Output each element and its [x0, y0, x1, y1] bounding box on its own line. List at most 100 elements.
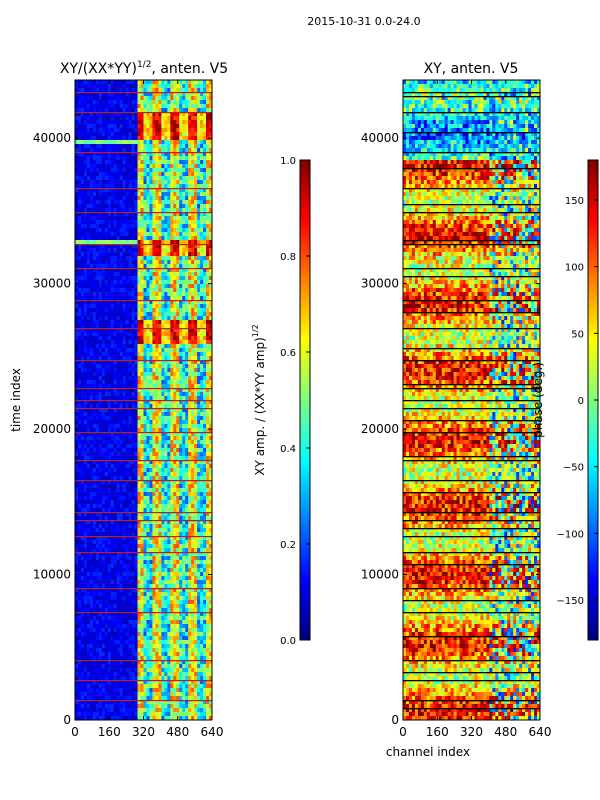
- amplitude-cell: [173, 408, 177, 413]
- amplitude-cell: [101, 412, 106, 417]
- amplitude-cell: [122, 108, 127, 113]
- amplitude-cell: [86, 440, 91, 445]
- amplitude-cell: [197, 120, 201, 125]
- amplitude-cell: [209, 140, 212, 145]
- amplitude-cell: [80, 308, 85, 313]
- amplitude-cell: [122, 120, 127, 125]
- amplitude-cell: [170, 444, 174, 449]
- amplitude-cell: [170, 104, 174, 109]
- amplitude-cell: [167, 404, 171, 409]
- amplitude-cell: [77, 172, 82, 177]
- amplitude-cell: [137, 348, 141, 353]
- amplitude-cell: [155, 144, 159, 149]
- amplitude-cell: [182, 432, 186, 437]
- amplitude-cell: [122, 208, 127, 213]
- amplitude-cell: [89, 236, 94, 241]
- amplitude-cell: [137, 360, 141, 365]
- amplitude-cell: [107, 368, 112, 373]
- amplitude-cell: [158, 232, 162, 237]
- amplitude-cell: [179, 436, 183, 441]
- amplitude-cell: [179, 284, 183, 289]
- amplitude-cell: [131, 360, 135, 365]
- amplitude-cell: [110, 412, 115, 417]
- amplitude-cell: [185, 392, 189, 397]
- amplitude-cell: [209, 488, 212, 493]
- amplitude-cell: [116, 100, 121, 105]
- amplitude-cell: [167, 224, 171, 229]
- amplitude-cell: [173, 352, 177, 357]
- amplitude-cell: [161, 500, 165, 505]
- amplitude-cell: [203, 484, 207, 489]
- amplitude-cell: [134, 316, 138, 321]
- amplitude-cell: [131, 116, 135, 121]
- amplitude-cell: [83, 192, 88, 197]
- amplitude-cell: [113, 256, 118, 261]
- amplitude-cell: [86, 356, 91, 361]
- amplitude-cell: [191, 232, 195, 237]
- amplitude-cell: [89, 260, 94, 265]
- amplitude-cell: [203, 164, 207, 169]
- amplitude-cell: [203, 380, 207, 385]
- amplitude-cell: [179, 352, 183, 357]
- amplitude-cell: [170, 140, 174, 145]
- amplitude-cell: [128, 148, 132, 153]
- amplitude-cell: [89, 172, 94, 177]
- amplitude-cell: [104, 332, 109, 337]
- amplitude-cell: [197, 144, 201, 149]
- amplitude-cell: [101, 336, 106, 341]
- amplitude-cell: [164, 300, 168, 305]
- amplitude-cell: [101, 248, 106, 253]
- amplitude-cell: [107, 416, 112, 421]
- amplitude-cell: [146, 244, 150, 249]
- amplitude-cell: [200, 420, 204, 425]
- amplitude-cell: [110, 384, 115, 389]
- amplitude-cell: [110, 228, 115, 233]
- amplitude-cell: [146, 348, 150, 353]
- amplitude-cell: [155, 284, 159, 289]
- amplitude-cell: [92, 356, 97, 361]
- amplitude-cell: [113, 112, 118, 117]
- amplitude-cell: [179, 452, 183, 457]
- amplitude-cell: [200, 404, 204, 409]
- amplitude-cell: [137, 340, 141, 345]
- amplitude-cell: [179, 84, 183, 89]
- amplitude-cell: [110, 272, 115, 277]
- amplitude-cell: [209, 300, 212, 305]
- amplitude-cell: [140, 472, 144, 477]
- amplitude-cell: [158, 128, 162, 133]
- amplitude-cell: [101, 272, 106, 277]
- amplitude-cell: [164, 380, 168, 385]
- amplitude-cell: [152, 132, 156, 137]
- amplitude-cell: [143, 340, 147, 345]
- amplitude-cell: [80, 320, 85, 325]
- amplitude-cell: [182, 216, 186, 221]
- amplitude-cell: [155, 280, 159, 285]
- amplitude-cell: [75, 192, 79, 197]
- amplitude-cell: [110, 88, 115, 93]
- amplitude-cell: [188, 364, 192, 369]
- amplitude-cell: [140, 420, 144, 425]
- amplitude-cell: [203, 80, 207, 85]
- amplitude-cell: [209, 372, 212, 377]
- amplitude-cell: [173, 200, 177, 205]
- amplitude-cell: [137, 304, 141, 309]
- amplitude-cell: [113, 164, 118, 169]
- amplitude-cell: [143, 328, 147, 333]
- amplitude-cell: [143, 184, 147, 189]
- amplitude-cell: [164, 364, 168, 369]
- amplitude-cell: [185, 204, 189, 209]
- amplitude-cell: [146, 136, 150, 141]
- amplitude-cell: [182, 340, 186, 345]
- amplitude-cell: [161, 124, 165, 129]
- amplitude-cell: [86, 100, 91, 105]
- amplitude-cell: [77, 440, 82, 445]
- amplitude-cell: [206, 360, 210, 365]
- amplitude-cell: [173, 476, 177, 481]
- amplitude-cell: [152, 280, 156, 285]
- amplitude-cell: [89, 464, 94, 469]
- amplitude-cell: [152, 316, 156, 321]
- amplitude-cell: [98, 384, 103, 389]
- amplitude-cell: [77, 348, 82, 353]
- amplitude-cell: [191, 148, 195, 153]
- amplitude-cell: [98, 500, 103, 505]
